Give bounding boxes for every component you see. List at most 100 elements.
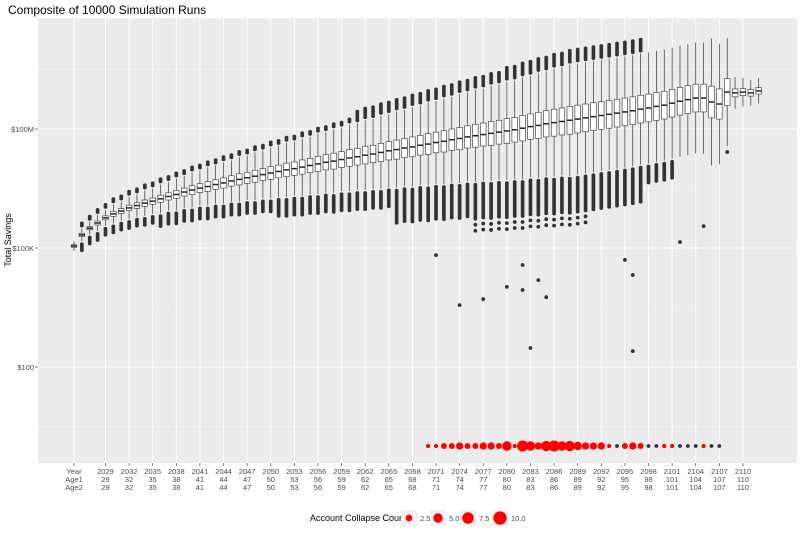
collapse-point	[440, 443, 447, 449]
outlier-point	[615, 203, 619, 208]
x-tick-age2: 38	[172, 483, 180, 492]
outlier-point	[174, 221, 179, 226]
collapse-point	[607, 443, 612, 449]
x-tick-age2: 59	[337, 483, 345, 492]
outlier-point	[567, 210, 572, 215]
x-tick-age1: 80	[503, 475, 511, 484]
x-tick-year: 2068	[404, 467, 421, 476]
collapse-point	[573, 441, 582, 451]
outlier-point	[552, 211, 556, 216]
x-tick-age1: 86	[550, 475, 558, 484]
x-tick-age2: 50	[267, 483, 275, 492]
outlier-point	[489, 222, 494, 226]
outlier-point	[583, 214, 588, 219]
outlier-point	[95, 207, 100, 212]
outlier-point	[237, 150, 242, 154]
outlier-point	[221, 214, 226, 219]
outlier-point	[87, 214, 92, 219]
outlier-point	[245, 211, 250, 215]
outlier-point	[528, 212, 533, 217]
x-tick-age1: 59	[337, 475, 345, 484]
outlier-point	[284, 135, 289, 140]
collapse-point	[678, 444, 682, 448]
legend-point	[493, 511, 507, 525]
x-tick-age2: 104	[689, 483, 702, 492]
outlier-point	[308, 129, 312, 134]
outlier-point	[394, 220, 399, 225]
x-tick-age1: 83	[526, 475, 534, 484]
collapse-point	[455, 442, 464, 450]
x-tick-year: 2029	[97, 467, 114, 476]
outlier-point	[205, 216, 210, 221]
outlier-point	[87, 241, 92, 246]
x-tick-age1: 71	[432, 475, 440, 484]
outlier-point	[630, 349, 635, 354]
boxes	[70, 37, 762, 354]
outlier-point	[449, 215, 454, 220]
outlier-point	[497, 220, 501, 225]
outlier-point	[229, 153, 234, 158]
outlier-point	[190, 165, 194, 170]
outlier-point	[386, 204, 391, 209]
x-tick-age2: 74	[455, 483, 463, 492]
outlier-point	[292, 212, 297, 217]
x-tick-age2: 35	[149, 483, 157, 492]
outlier-point	[544, 295, 549, 300]
outlier-point	[504, 221, 509, 226]
outlier-point	[174, 171, 179, 176]
legend-label: 2.5	[420, 514, 430, 523]
outlier-point	[213, 214, 218, 219]
outlier-point	[253, 211, 257, 215]
collapse-point	[693, 444, 698, 448]
outlier-point	[363, 106, 368, 111]
outlier-point	[441, 84, 446, 89]
x-tick-age1: 53	[290, 475, 298, 484]
outlier-point	[536, 278, 541, 283]
collapse-point	[662, 443, 667, 449]
outlier-point	[221, 155, 226, 160]
outlier-point	[552, 223, 556, 228]
outlier-point	[520, 61, 525, 66]
outlier-point	[528, 59, 533, 64]
outlier-point	[355, 109, 360, 114]
x-tick-year: 2062	[357, 467, 374, 476]
outlier-point	[678, 240, 682, 244]
x-tick-age1: 44	[219, 475, 227, 484]
outlier-point	[386, 100, 391, 105]
legend-point	[433, 513, 443, 523]
x-tick-age1: 65	[385, 475, 393, 484]
collapse-point	[654, 444, 659, 448]
x-tick-age1: 104	[689, 475, 702, 484]
x-tick-age1: 101	[666, 475, 679, 484]
x-tick-age2: 32	[125, 483, 133, 492]
x-tick-age2: 92	[597, 483, 605, 492]
x-tick-age1: 47	[243, 475, 251, 484]
outlier-point	[520, 263, 525, 267]
outlier-point	[111, 230, 116, 235]
outlier-point	[363, 207, 368, 211]
outlier-point	[331, 122, 336, 127]
outlier-point	[135, 187, 139, 192]
outlier-point	[536, 57, 541, 61]
collapse-point	[597, 442, 605, 450]
outlier-point	[316, 126, 320, 131]
x-tick-year: 2074	[451, 467, 468, 476]
collapse-point	[717, 444, 722, 448]
outlier-point	[292, 134, 297, 139]
outlier-point	[465, 214, 470, 219]
outlier-point	[552, 217, 556, 222]
x-tick-year: 2101	[664, 467, 681, 476]
outlier-point	[260, 209, 265, 214]
collapse-point	[472, 443, 479, 449]
x-tick-age2: 86	[550, 483, 558, 492]
outlier-point	[213, 158, 218, 163]
outlier-point	[300, 212, 305, 217]
outlier-point	[575, 215, 580, 220]
outlier-point	[512, 220, 517, 224]
outlier-point	[119, 227, 124, 232]
outlier-point	[79, 221, 84, 226]
outlier-point	[504, 284, 509, 289]
outlier-point	[497, 226, 501, 231]
outlier-point	[260, 143, 265, 148]
outlier-point	[654, 179, 659, 183]
